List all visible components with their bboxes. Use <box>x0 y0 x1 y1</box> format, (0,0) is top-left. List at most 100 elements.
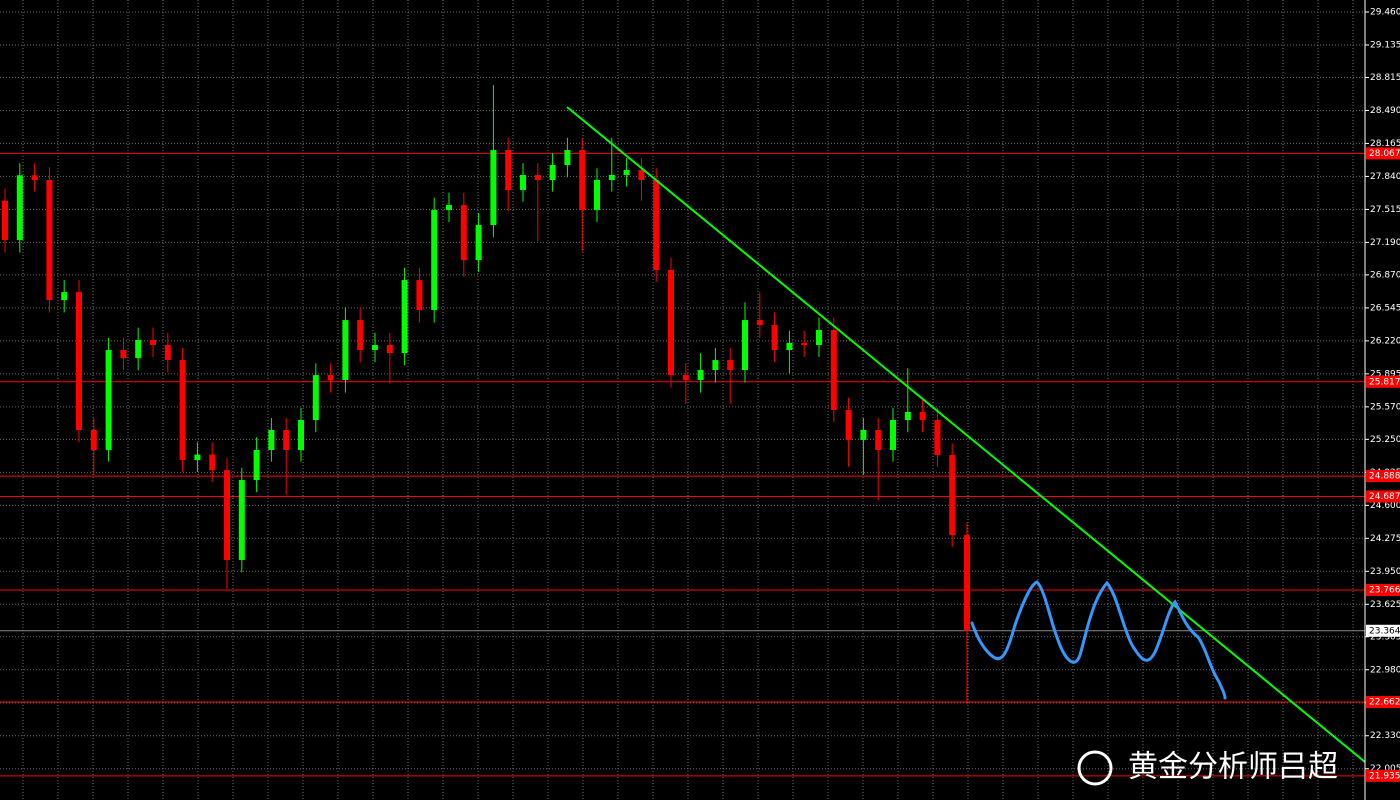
candle-body <box>253 449 260 481</box>
candle-body <box>150 340 156 346</box>
candle-body <box>668 270 674 376</box>
candle-body <box>830 330 837 410</box>
trend-line <box>566 106 1366 763</box>
level-label: 24.687 <box>1369 492 1400 502</box>
candle-body <box>431 210 438 311</box>
candle-body <box>964 535 970 631</box>
y-tick-label: 26.545 <box>1370 303 1400 313</box>
candle-body <box>919 411 926 421</box>
candle-body <box>446 205 452 211</box>
candle-body <box>61 292 68 301</box>
candle-body <box>949 455 956 536</box>
level-label: 28.067 <box>1369 149 1400 159</box>
candle-body <box>801 342 808 346</box>
level-label: 23.766 <box>1369 585 1400 595</box>
candle-body <box>90 429 97 450</box>
current-price-box <box>1366 624 1400 637</box>
watermark-icon <box>1077 750 1113 786</box>
candle-body <box>594 179 600 211</box>
candle-body <box>120 350 127 359</box>
candle-body <box>224 470 230 561</box>
y-tick-label: 22.980 <box>1370 665 1400 675</box>
candle-body <box>416 280 423 311</box>
candle-body <box>549 165 556 180</box>
candle-body <box>357 320 364 351</box>
candle-body <box>490 150 497 226</box>
candle-body <box>298 420 304 450</box>
watermark-group: 黄金分析师吕超 <box>1077 750 1338 786</box>
candle-body <box>164 345 171 361</box>
y-tick-label: 26.220 <box>1370 336 1400 346</box>
candle-body <box>534 175 541 180</box>
y-tick-label: 28.490 <box>1370 106 1400 116</box>
candle-body <box>934 420 941 456</box>
level-label-box <box>1366 490 1400 503</box>
candle-body <box>327 375 334 381</box>
candle-body <box>105 350 112 450</box>
y-tick-label: 22.330 <box>1370 731 1400 741</box>
level-label: 24.888 <box>1369 472 1400 482</box>
candle-body <box>505 150 512 191</box>
y-tick-label: 23.950 <box>1370 567 1400 577</box>
level-label: 22.662 <box>1369 698 1400 708</box>
candle-body <box>638 170 645 180</box>
y-tick-label: 25.250 <box>1370 435 1400 445</box>
candle-body <box>386 345 393 354</box>
candle-body <box>579 150 586 211</box>
y-tick-label: 27.190 <box>1370 238 1400 248</box>
y-tick-label: 25.895 <box>1370 369 1400 379</box>
candle-body <box>623 170 630 176</box>
y-tick-label: 29.460 <box>1370 7 1400 17</box>
grid <box>0 0 1365 800</box>
candle-body <box>283 429 290 450</box>
candle-body <box>31 175 38 180</box>
level-label: 21.935 <box>1369 771 1400 781</box>
candle-body <box>904 411 911 421</box>
y-tick-label: 23.305 <box>1370 632 1400 642</box>
candle-body <box>860 429 867 441</box>
candle-body <box>46 179 53 301</box>
y-tick-label: 24.275 <box>1370 534 1400 544</box>
candle-body <box>727 360 734 371</box>
candle-body <box>372 345 378 351</box>
y-tick-label: 28.815 <box>1370 73 1400 83</box>
candle-body <box>76 292 82 430</box>
candle-body <box>238 480 245 561</box>
level-label-box <box>1366 769 1400 782</box>
y-tick-label: 23.625 <box>1370 600 1400 610</box>
y-tick-label: 24.600 <box>1370 501 1400 511</box>
candle-body <box>771 325 778 351</box>
candle-body <box>742 320 748 371</box>
candle-body <box>312 375 319 421</box>
candle-body <box>816 330 822 346</box>
level-label-box <box>1366 583 1400 596</box>
y-tick-label: 27.840 <box>1370 172 1400 182</box>
candle-body <box>564 150 571 166</box>
candles <box>2 85 970 705</box>
candle-body <box>756 320 763 326</box>
candle-body <box>682 375 689 381</box>
candle-body <box>608 175 615 180</box>
candle-body <box>135 340 142 359</box>
candle-body <box>179 360 186 461</box>
price-axis: 29.460 29.135 28.815 28.490 28.165 27.840 27.5… <box>1365 7 1400 782</box>
candle-body <box>845 409 852 441</box>
candle-body <box>401 280 408 354</box>
watermark: 黄金分析师吕超 <box>1128 750 1338 785</box>
candle-body <box>342 320 349 381</box>
level-label-box <box>1366 470 1400 483</box>
candle-body <box>2 200 8 241</box>
y-tick-label: 26.870 <box>1370 270 1400 280</box>
candle-body <box>875 429 882 450</box>
candle-body <box>475 225 482 261</box>
current-price-label: 23.364 <box>1369 626 1400 636</box>
candle-body <box>16 175 23 241</box>
y-tick-label: 25.570 <box>1370 402 1400 412</box>
candle-body <box>194 454 201 461</box>
y-tick-label: 29.135 <box>1370 40 1400 50</box>
candle-body <box>890 420 896 450</box>
level-label-box <box>1366 147 1400 160</box>
candle-body <box>209 454 216 471</box>
